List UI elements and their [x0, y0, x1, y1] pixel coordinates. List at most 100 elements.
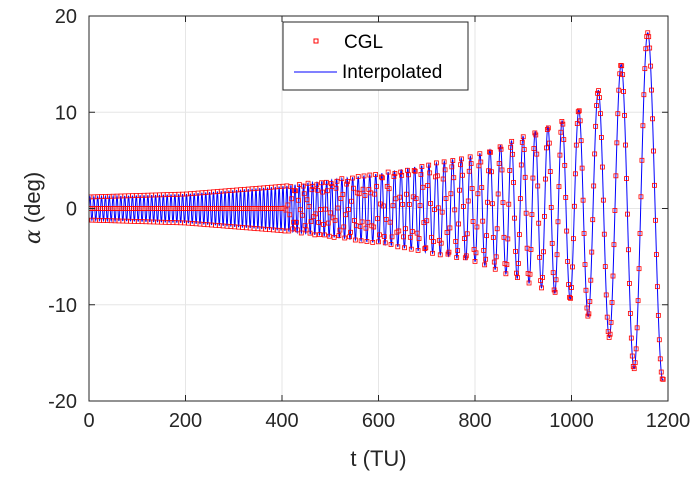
cgl-point	[396, 228, 402, 234]
cgl-point	[611, 242, 617, 248]
legend-label-cgl: CGL	[344, 32, 383, 53]
cgl-point	[654, 284, 660, 290]
cgl-point	[568, 295, 573, 301]
cgl-point	[463, 253, 469, 259]
y-tick-label: -20	[48, 391, 77, 413]
cgl-point	[488, 169, 494, 175]
cgl-point	[483, 256, 489, 262]
cgl-point	[473, 250, 479, 256]
cgl-point	[399, 172, 405, 178]
cgl-point	[510, 151, 516, 157]
cgl-point	[631, 366, 637, 372]
cgl-point	[495, 191, 501, 197]
cgl-point	[633, 346, 639, 352]
cgl-point	[340, 191, 346, 197]
cgl-point	[294, 219, 299, 225]
cgl-point	[601, 231, 607, 237]
cgl-point	[345, 178, 351, 184]
cgl-point	[472, 258, 478, 264]
cgl-point	[494, 226, 500, 232]
cgl-point	[283, 207, 289, 213]
cgl-point	[627, 281, 632, 286]
cgl-point	[651, 148, 656, 154]
cgl-point	[596, 88, 601, 94]
cgl-point	[657, 356, 663, 362]
cgl-point	[485, 199, 490, 205]
cgl-point	[603, 292, 609, 298]
cgl-point	[571, 236, 576, 242]
cgl-point	[565, 259, 571, 264]
cgl-point	[648, 63, 654, 69]
cgl-point	[327, 210, 333, 216]
cgl-point	[448, 191, 454, 197]
cgl-point	[640, 123, 646, 129]
cgl-point	[600, 197, 606, 203]
cgl-point	[320, 189, 325, 195]
cgl-point	[325, 220, 331, 226]
cgl-point	[544, 127, 550, 132]
cgl-point	[488, 149, 493, 155]
cgl-point	[610, 273, 616, 279]
cgl-point	[567, 294, 572, 300]
cgl-point	[489, 201, 495, 207]
cgl-point	[627, 311, 633, 316]
x-tick-label: 1200	[646, 410, 691, 432]
y-axis-symbol: α	[21, 229, 46, 244]
cgl-point	[365, 219, 371, 225]
cgl-point	[453, 239, 459, 244]
cgl-point	[355, 174, 361, 179]
cgl-point	[646, 34, 652, 40]
cgl-point	[437, 252, 443, 258]
cgl-point	[313, 211, 319, 217]
cgl-point	[534, 151, 540, 157]
cgl-point	[557, 152, 563, 158]
cgl-point	[358, 238, 364, 244]
x-tick-label: 1000	[549, 410, 594, 432]
legend-box	[282, 21, 469, 91]
cgl-point	[379, 175, 385, 181]
cgl-point	[440, 176, 446, 182]
cgl-point	[490, 235, 496, 240]
cgl-point	[321, 222, 326, 227]
y-tick-labels: -20 -10 0 10 20	[48, 6, 77, 413]
cgl-point	[446, 249, 452, 255]
cgl-point	[477, 151, 483, 157]
cgl-point	[456, 221, 461, 227]
cgl-point	[520, 134, 526, 140]
cgl-series	[89, 30, 666, 382]
plot-area	[89, 30, 666, 382]
cgl-point	[438, 240, 444, 246]
cgl-point	[616, 87, 622, 93]
cgl-point	[333, 185, 339, 191]
cgl-point	[398, 169, 404, 175]
cgl-point	[549, 240, 555, 246]
cgl-point	[427, 170, 433, 176]
cgl-point	[288, 184, 294, 190]
cgl-point	[467, 154, 473, 160]
cgl-point	[392, 171, 398, 176]
cgl-point	[350, 175, 355, 181]
cgl-point	[377, 232, 382, 238]
cgl-point	[566, 282, 572, 288]
cgl-point	[417, 203, 423, 208]
cgl-point	[558, 129, 564, 135]
cgl-point	[602, 264, 608, 269]
cgl-point	[581, 231, 587, 236]
cgl-point	[403, 226, 408, 232]
cgl-point	[642, 66, 648, 72]
cgl-point	[607, 331, 613, 337]
cgl-point	[322, 232, 327, 238]
cgl-point	[323, 206, 328, 212]
cgl-point	[326, 233, 332, 239]
cgl-point	[583, 287, 589, 293]
cgl-point	[464, 231, 470, 237]
cgl-point	[419, 164, 425, 169]
cgl-point	[337, 227, 343, 233]
cgl-point	[514, 270, 519, 276]
cgl-point	[594, 103, 599, 108]
cgl-point	[550, 270, 556, 276]
cgl-point	[604, 314, 610, 320]
cgl-point	[449, 164, 455, 170]
cgl-point	[468, 161, 474, 166]
